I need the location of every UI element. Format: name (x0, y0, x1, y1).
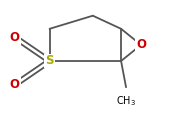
Text: O: O (10, 78, 20, 91)
Text: S: S (45, 55, 54, 67)
Text: O: O (10, 31, 20, 44)
Text: O: O (136, 38, 146, 51)
Text: CH$_3$: CH$_3$ (116, 94, 136, 108)
